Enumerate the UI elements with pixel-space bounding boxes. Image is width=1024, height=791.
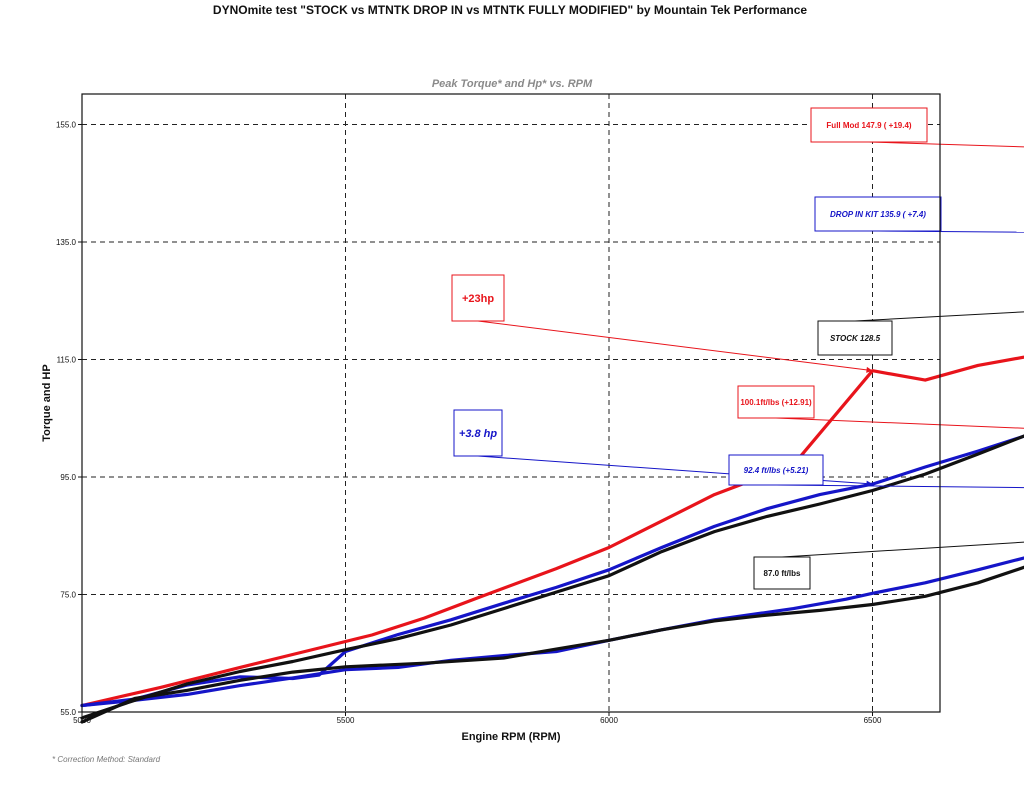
annotation-arrow	[866, 480, 873, 487]
annotation-box	[728, 454, 824, 486]
annotation-box	[810, 107, 928, 143]
y-tick-label: 135.0	[56, 238, 77, 247]
annotation-box	[737, 385, 815, 419]
annotations: Full Mod 147.9 ( +19.4) DROP IN KIT 135.9…	[451, 107, 1024, 590]
annotation-label: +23hp	[462, 293, 494, 305]
annotation-box	[753, 556, 811, 590]
annotation-label: +3.8 hp	[459, 428, 497, 440]
annotation-label: STOCK 128.5	[830, 334, 881, 343]
series-line	[80, 355, 1024, 708]
annotation-box	[814, 196, 942, 232]
y-tick-label: 95.0	[60, 473, 76, 482]
tick-labels: 500055006000650070007500800055.075.095.0…	[56, 121, 882, 726]
annotation-leader	[868, 141, 1024, 148]
series-line	[80, 434, 1024, 720]
annotation-box	[453, 409, 503, 457]
annotation-box	[817, 320, 893, 356]
annotation-leader	[854, 311, 1024, 322]
y-tick-label: 155.0	[56, 121, 77, 130]
annotation-box	[451, 274, 505, 322]
y-axis-label: Torque and HP	[41, 364, 53, 441]
annotation-label: 92.4 ft/lbs (+5.21)	[744, 466, 809, 475]
annotation-label: Full Mod 147.9 ( +19.4)	[826, 121, 911, 130]
annotation-leader	[775, 484, 1024, 489]
x-tick-label: 5500	[337, 716, 355, 725]
annotation-leader	[477, 320, 873, 372]
y-tick-label: 55.0	[60, 708, 76, 717]
x-axis-label: Engine RPM (RPM)	[462, 731, 561, 743]
chart-subtitle: Peak Torque* and Hp* vs. RPM	[432, 78, 593, 90]
annotation-leader	[775, 417, 1024, 429]
correction-footnote: * Correction Method: Standard	[52, 755, 161, 764]
series-line	[80, 556, 1024, 708]
y-tick-label: 115.0	[57, 356, 77, 365]
annotation-leader	[877, 230, 1024, 233]
plot-frame	[81, 93, 941, 713]
annotation-label: 87.0 ft/lbs	[764, 569, 801, 578]
gridlines	[82, 94, 940, 712]
series-line	[80, 565, 1024, 724]
annotation-label: DROP IN KIT 135.9 ( +7.4)	[830, 210, 926, 219]
annotation-label: 100.1ft/lbs (+12.91)	[740, 398, 812, 407]
chart-title: DYNOmite test "STOCK vs MTNTK DROP IN vs…	[213, 3, 807, 17]
x-tick-label: 5000	[73, 716, 91, 725]
x-tick-label: 6000	[600, 716, 618, 725]
annotation-leader	[781, 541, 1024, 558]
series-line	[80, 434, 1024, 708]
y-tick-label: 75.0	[60, 591, 76, 600]
series-lines	[80, 355, 1024, 724]
x-tick-label: 6500	[864, 716, 882, 725]
annotation-arrow	[866, 366, 873, 373]
